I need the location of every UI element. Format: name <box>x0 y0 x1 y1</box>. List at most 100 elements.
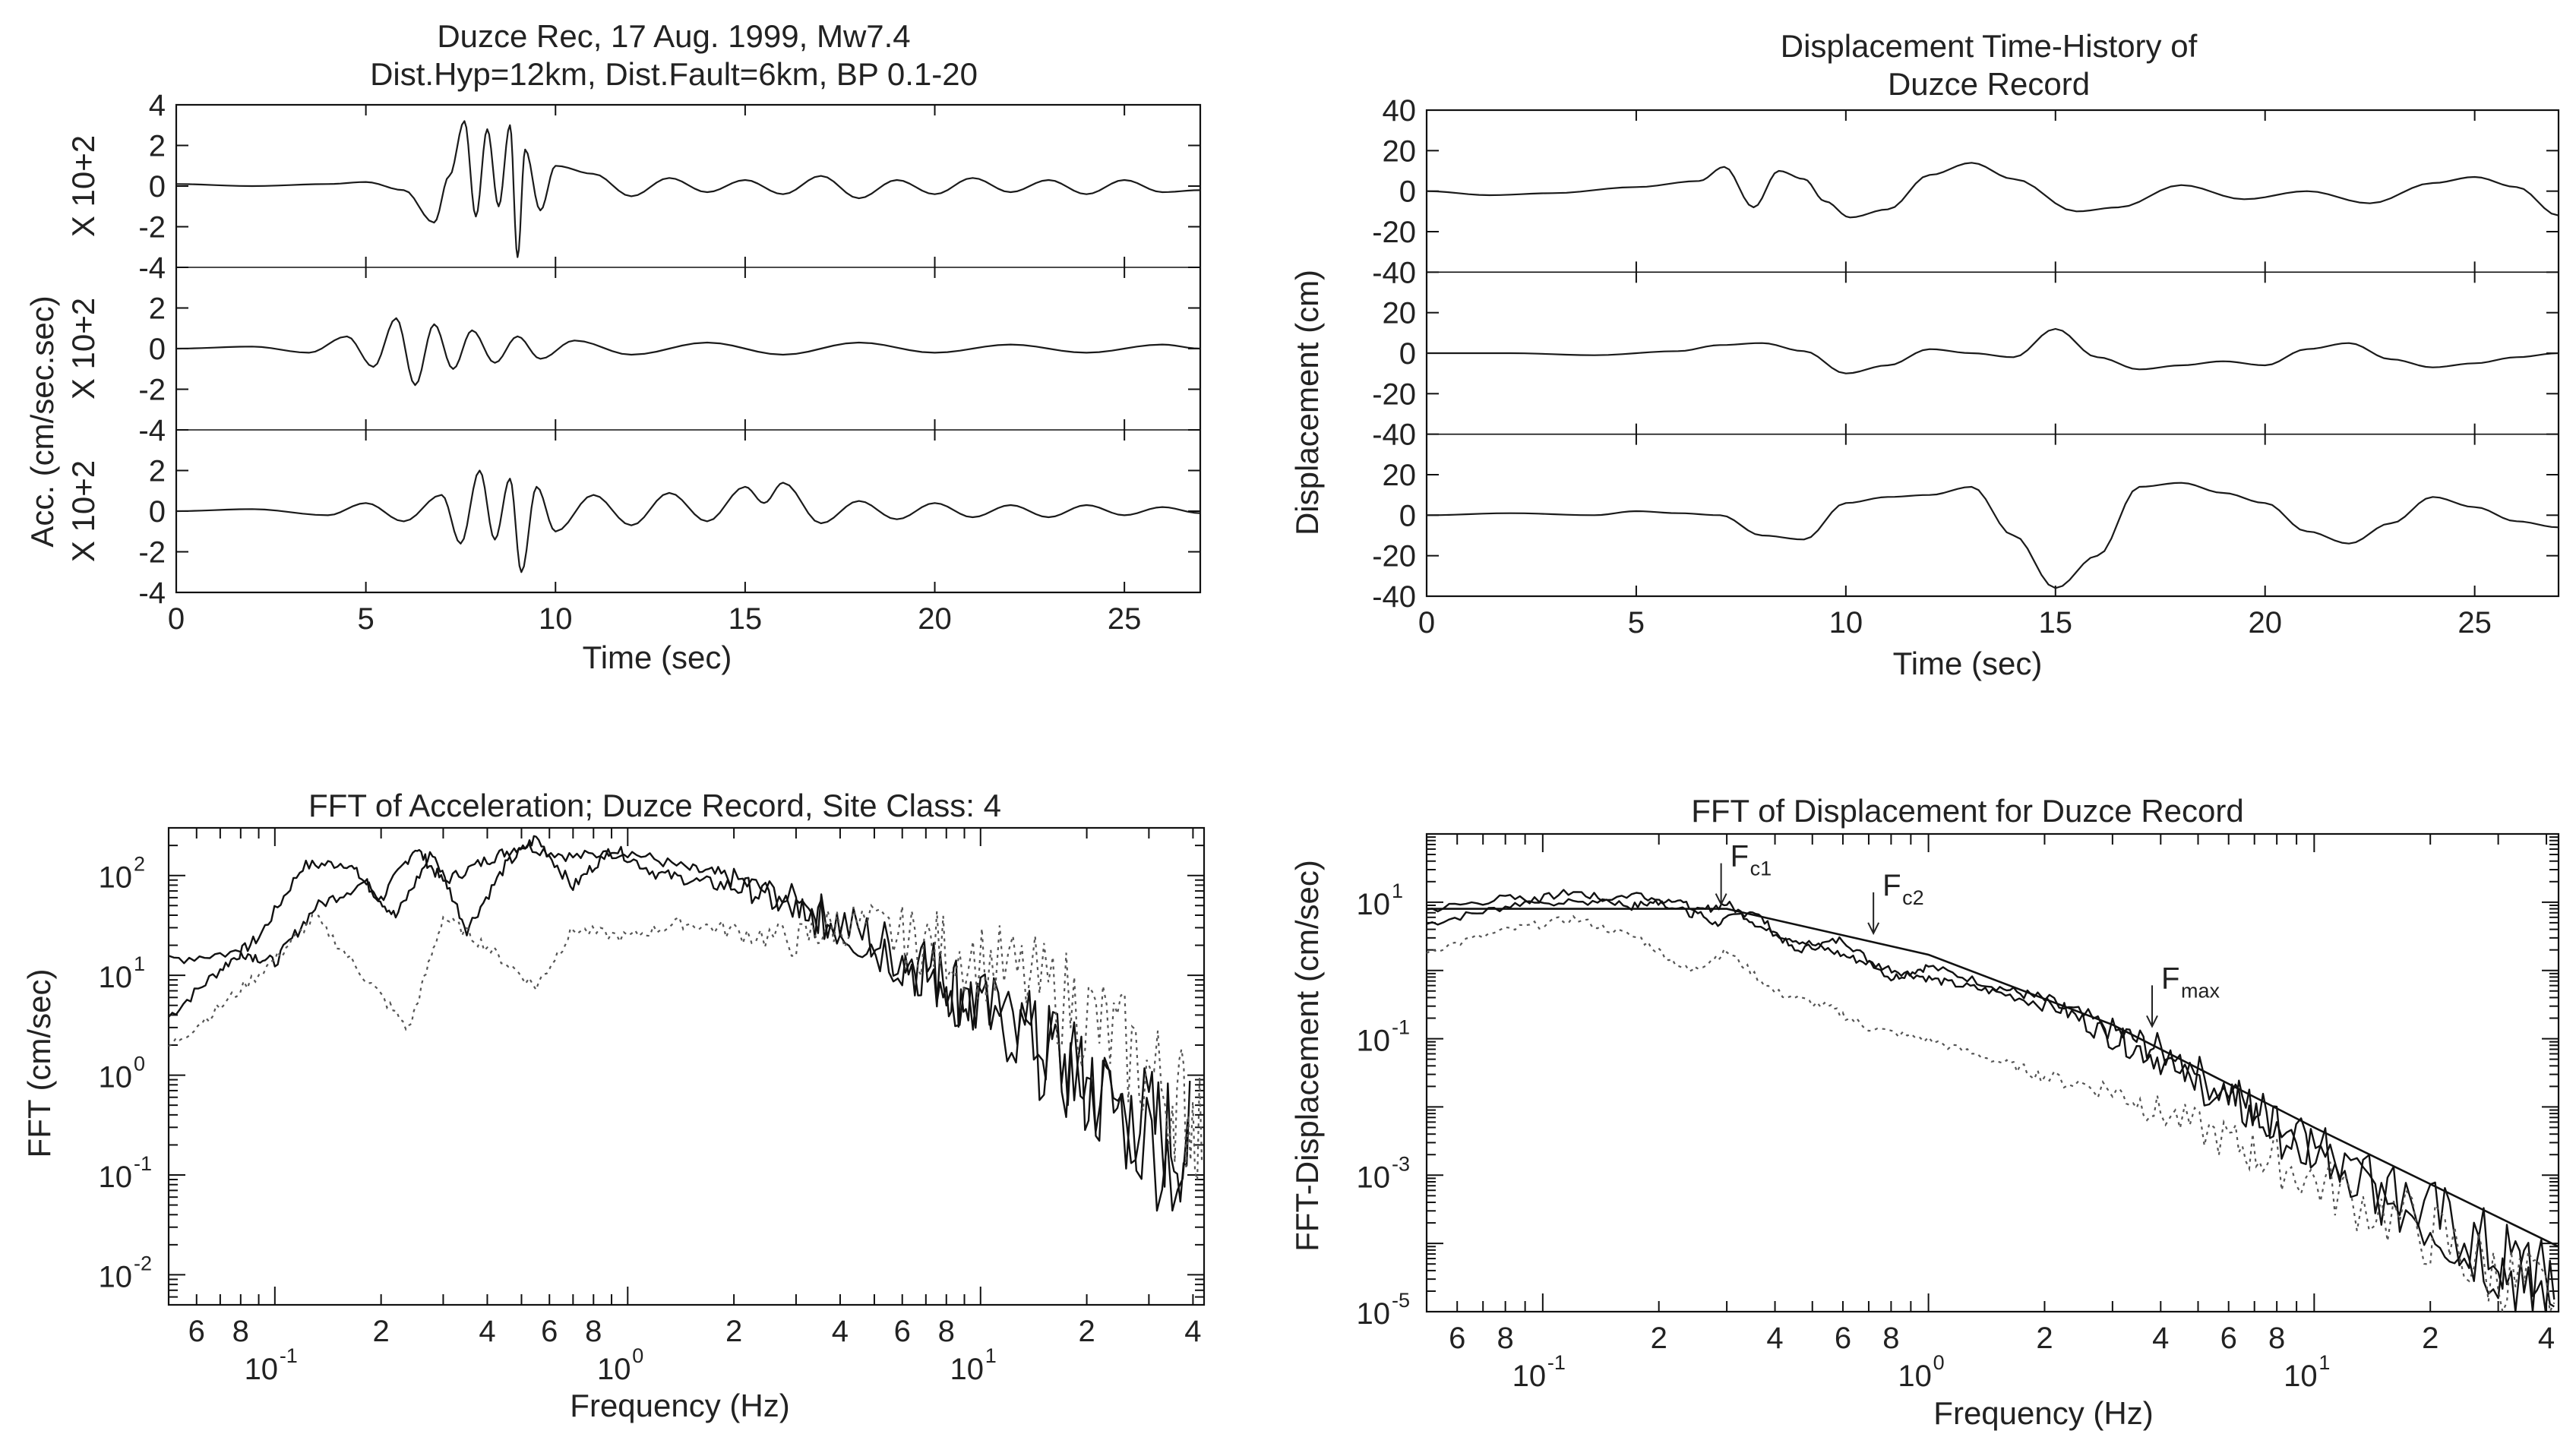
disp-x-tick-label: 15 <box>2039 606 2073 640</box>
fft-disp-title: FFT of Displacement for Duzce Record <box>1691 793 2243 829</box>
fft-acc-y-decade-exponent: 1 <box>134 952 145 975</box>
fft-disp-annotation-subscript: c2 <box>1902 886 1924 909</box>
fft-acc-x-axis-label: Frequency (Hz) <box>570 1388 789 1423</box>
fft-disp-y-decade-exponent: -5 <box>1392 1289 1410 1312</box>
fft-disp-y-axis-label: FFT-Displacement (cm/sec) <box>1289 860 1325 1252</box>
acc-channel-scale-label: X 10+2 <box>65 135 101 237</box>
fft-disp-x-tick-label: 4 <box>2152 1322 2169 1355</box>
acc-x-axis-label: Time (sec) <box>583 640 732 675</box>
fft-acc-x-tick-label: 8 <box>232 1315 249 1348</box>
fft-disp-y-decade-exponent: -1 <box>1392 1016 1410 1039</box>
fft-acc-y-decade-label: 10 <box>99 861 133 895</box>
fft-disp-y-decade-label: 10 <box>1357 888 1391 921</box>
fft-disp-x-tick-label: 8 <box>1497 1322 1514 1355</box>
fft-acc-x-tick-label: 8 <box>585 1315 602 1348</box>
fft-acc-y-axis-label: FFT (cm/sec) <box>21 969 57 1158</box>
acc-y-tick-label: -4 <box>138 414 166 447</box>
fft-disp-x-decade-exponent: 1 <box>2318 1351 2330 1374</box>
fft-disp-x-tick-label: 6 <box>1835 1322 1851 1355</box>
acc-y-tick-label: 2 <box>149 130 166 163</box>
fft-acc-x-tick-label: 2 <box>1078 1315 1095 1348</box>
acc-y-tick-label: -2 <box>138 536 166 570</box>
acceleration-chart: Duzce Rec, 17 Aug. 1999, Mw7.4 Dist.Hyp=… <box>24 18 1202 675</box>
acc-x-tick-label: 5 <box>358 602 375 636</box>
fft-disp-annotation-arrowhead <box>2146 1015 2158 1028</box>
fft-acc-x-tick-label: 8 <box>938 1315 955 1348</box>
fft-disp-series-1 <box>1426 889 2555 1313</box>
fft-acc-y-decade-exponent: 0 <box>134 1053 145 1075</box>
disp-y-tick-label: 20 <box>1383 459 1417 492</box>
fft-acc-y-decade-label: 10 <box>99 1161 133 1194</box>
fft-disp-x-tick-label: 6 <box>1449 1322 1465 1355</box>
fft-acc-x-tick-label: 4 <box>832 1315 849 1348</box>
acc-title-line2: Dist.Hyp=12km, Dist.Fault=6km, BP 0.1-20 <box>370 56 978 92</box>
fft-acceleration-chart: FFT of Acceleration; Duzce Record, Site … <box>21 788 1206 1423</box>
acc-title-line1: Duzce Rec, 17 Aug. 1999, Mw7.4 <box>437 18 910 54</box>
acc-trace-1 <box>175 120 1201 258</box>
fft-acc-plot-frame <box>167 826 1206 1306</box>
fft-disp-y-decade-exponent: -3 <box>1392 1152 1410 1175</box>
fft-acc-y-decade-exponent: -2 <box>134 1252 152 1274</box>
disp-y-axis-label: Displacement (cm) <box>1289 270 1325 535</box>
disp-y-tick-label: -40 <box>1372 580 1416 614</box>
fft-acc-y-decade-exponent: 2 <box>134 853 145 876</box>
disp-x-tick-label: 10 <box>1829 606 1863 640</box>
fft-disp-x-decade-label: 10 <box>1898 1360 1932 1393</box>
disp-trace-3 <box>1426 482 2559 589</box>
fft-disp-x-decade-label: 10 <box>1512 1360 1547 1393</box>
acc-y-tick-label: 2 <box>149 292 166 326</box>
fft-acc-y-decade-label: 10 <box>99 1061 133 1094</box>
fft-disp-x-tick-label: 8 <box>1882 1322 1899 1355</box>
acc-x-tick-label: 25 <box>1108 602 1142 636</box>
disp-y-tick-label: 0 <box>1399 337 1416 371</box>
disp-title-line1: Displacement Time-History of <box>1781 28 2198 64</box>
acc-trace-2 <box>175 317 1201 387</box>
fft-disp-x-tick-label: 4 <box>1766 1322 1783 1355</box>
fft-disp-annotation-arrowhead <box>1867 922 1880 936</box>
disp-x-tick-label: 20 <box>2248 606 2282 640</box>
fft-disp-x-decade-exponent: 0 <box>1933 1351 1945 1374</box>
fft-acc-series-2 <box>168 835 1189 1212</box>
disp-title-line2: Duzce Record <box>1888 66 2090 102</box>
fft-disp-annotation-subscript: c1 <box>1750 857 1772 880</box>
fft-disp-annotation-subscript: max <box>2181 979 2220 1002</box>
disp-y-tick-label: -20 <box>1372 377 1416 411</box>
fft-displacement-chart: FFT of Displacement for Duzce Record FFT… <box>1289 793 2560 1431</box>
acc-y-tick-label: 2 <box>149 455 166 488</box>
fft-acc-x-tick-label: 6 <box>541 1315 558 1348</box>
disp-trace-2 <box>1427 327 2559 374</box>
fft-acc-x-decade-exponent: -1 <box>280 1344 298 1367</box>
fft-disp-annotation-label: F <box>1731 840 1749 873</box>
fft-disp-series-2 <box>1426 892 2555 1313</box>
fft-acc-x-tick-label: 6 <box>188 1315 205 1348</box>
fft-acc-x-decade-exponent: 0 <box>632 1344 643 1367</box>
fft-acc-series-1 <box>168 842 1191 1203</box>
acc-channel-scale-label: X 10+2 <box>65 298 101 400</box>
fft-disp-y-decade-label: 10 <box>1357 1161 1391 1194</box>
fft-acc-x-decade-label: 10 <box>597 1353 631 1386</box>
fft-acc-x-decade-label: 10 <box>950 1353 985 1386</box>
fft-acc-y-decade-label: 10 <box>99 1260 133 1293</box>
fft-disp-y-decade-label: 10 <box>1357 1025 1391 1058</box>
disp-y-tick-label: 0 <box>1399 175 1416 209</box>
acc-y-tick-label: -2 <box>138 374 166 407</box>
disp-y-tick-label: -40 <box>1372 418 1416 452</box>
disp-y-tick-label: 0 <box>1399 499 1416 532</box>
fft-acc-y-decade-exponent: -1 <box>134 1152 152 1175</box>
fft-disp-series-3 <box>1426 914 2555 1315</box>
acc-y-axis-label: Acc. (cm/sec.sec) <box>24 295 60 547</box>
fft-disp-x-decade-label: 10 <box>2284 1360 2318 1393</box>
acc-y-tick-label: 0 <box>149 333 166 366</box>
fft-disp-model-line <box>1427 908 2559 1248</box>
fft-disp-x-tick-label: 8 <box>2268 1322 2285 1355</box>
fft-acc-x-tick-label: 6 <box>894 1315 911 1348</box>
fft-acc-x-tick-label: 4 <box>479 1315 495 1348</box>
acc-y-tick-label: -2 <box>138 211 166 245</box>
fft-disp-x-decade-exponent: -1 <box>1547 1351 1566 1374</box>
fft-disp-x-axis-label: Frequency (Hz) <box>1933 1395 2153 1431</box>
disp-y-tick-label: 40 <box>1383 94 1417 128</box>
acc-channel-scale-label: X 10+2 <box>65 460 101 562</box>
acc-x-tick-label: 10 <box>539 602 573 636</box>
disp-x-axis-label: Time (sec) <box>1893 646 2043 681</box>
